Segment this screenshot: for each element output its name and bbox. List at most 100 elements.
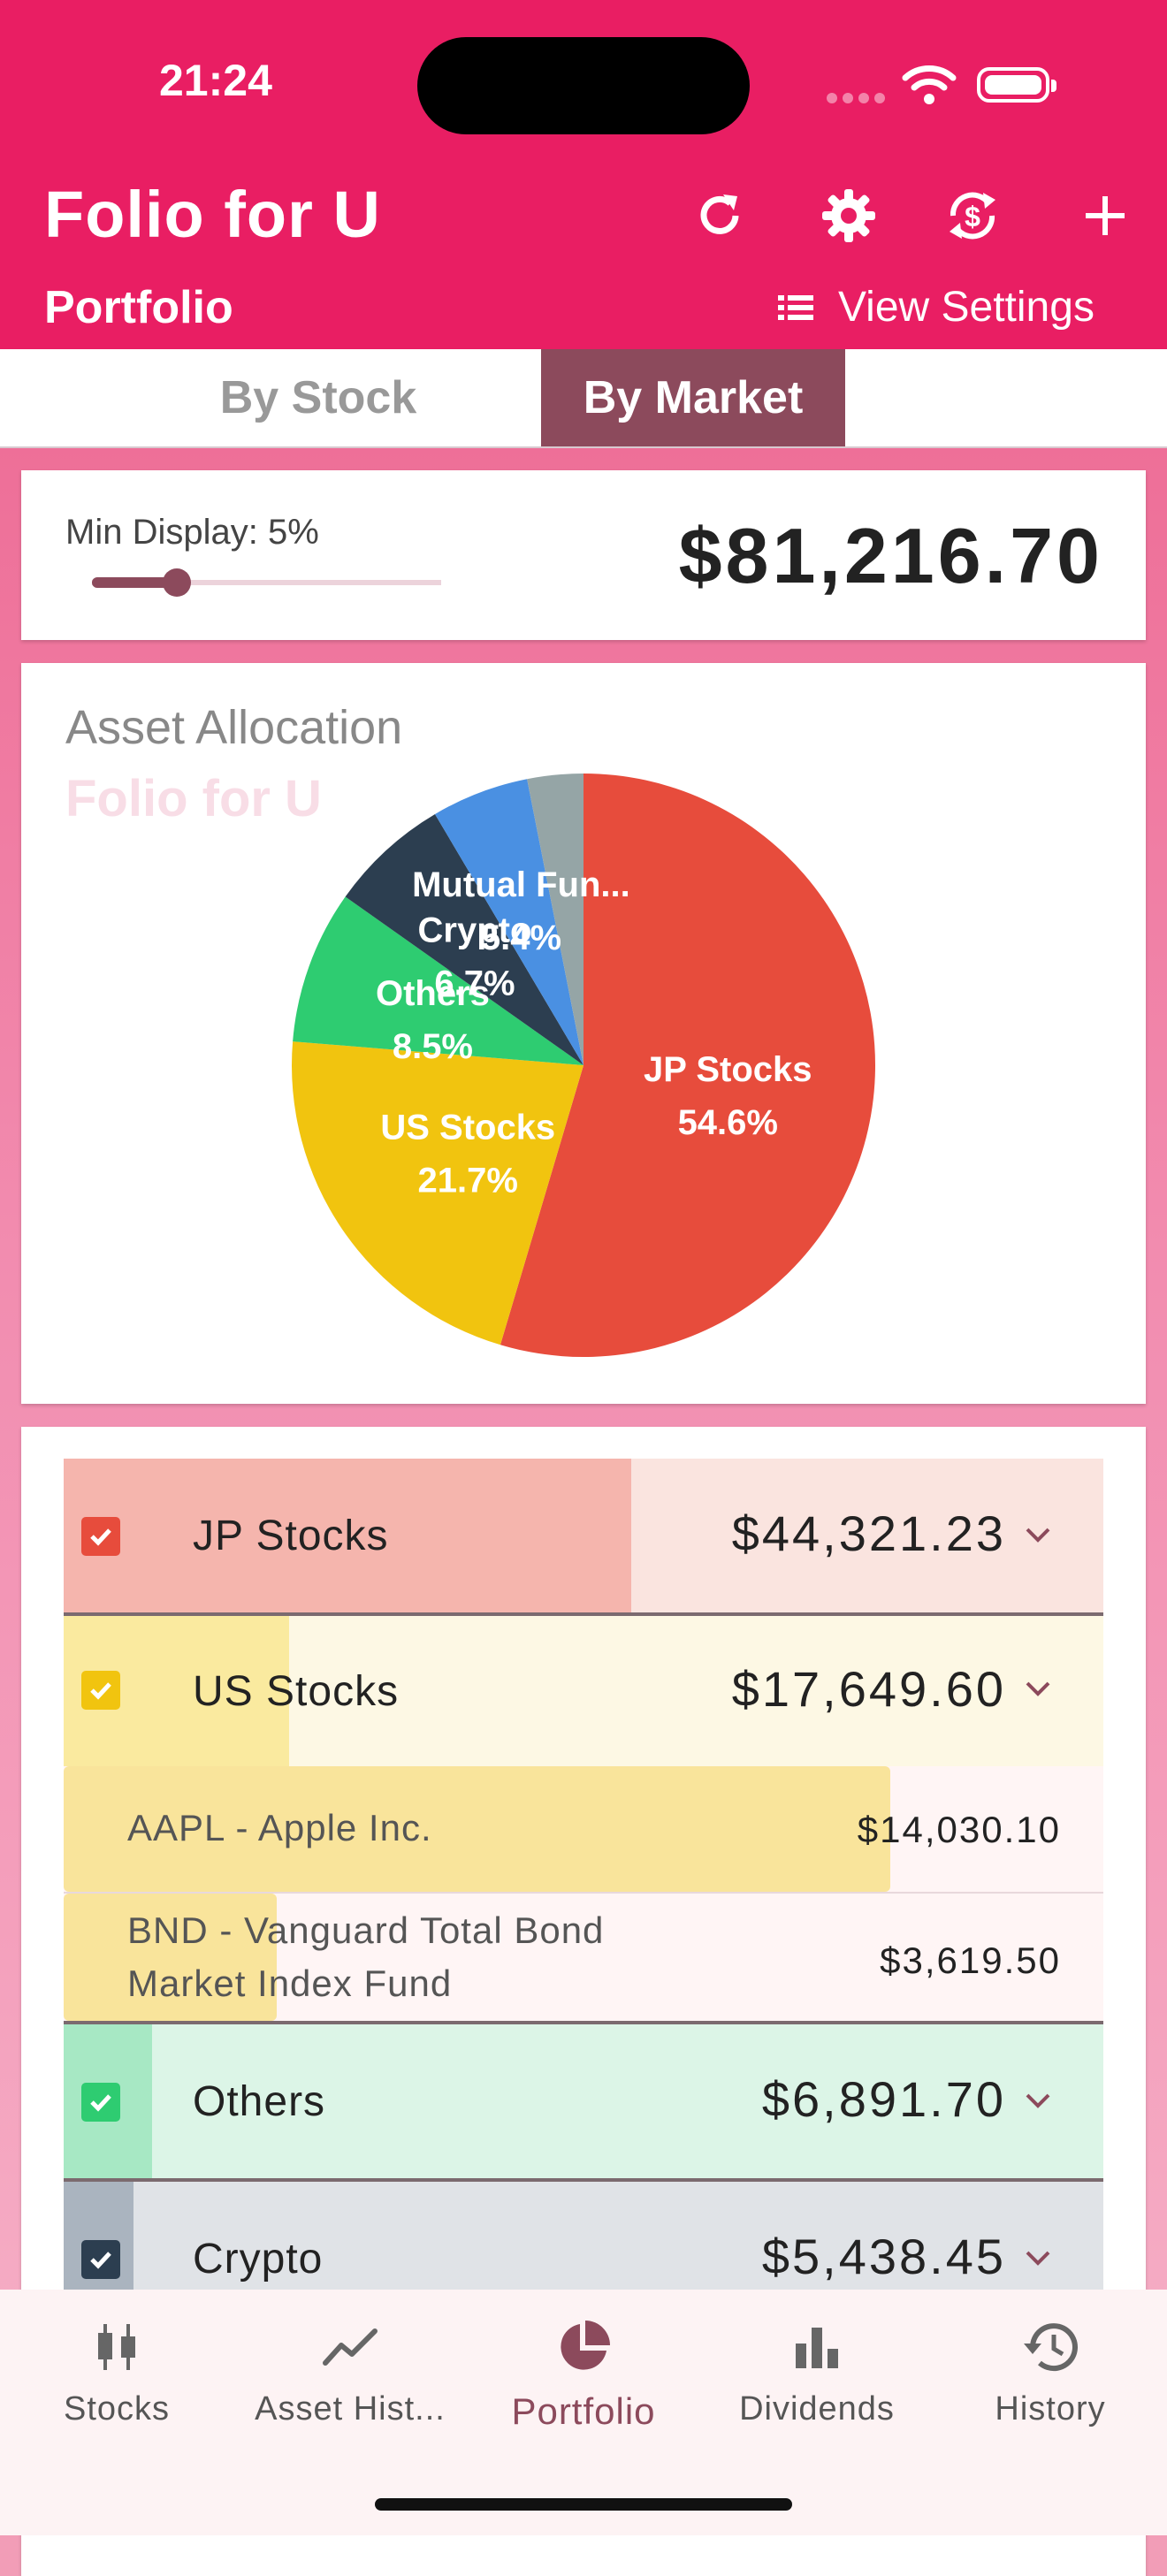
nav-label: History — [995, 2390, 1106, 2427]
chevron-down-icon[interactable] — [1024, 1526, 1052, 1545]
home-indicator — [375, 2498, 792, 2511]
nav-item-portfolio[interactable]: Portfolio — [467, 2316, 700, 2433]
market-row-others[interactable]: Others $6,891.70 — [64, 2024, 1103, 2178]
nav-label: Stocks — [63, 2390, 171, 2427]
row-label: US Stocks — [193, 1668, 400, 1715]
nav-item-stocks[interactable]: Stocks — [0, 2316, 233, 2428]
min-display-label: Min Display: 5% — [65, 513, 319, 552]
candlestick-icon — [98, 2324, 135, 2370]
holding-row-aapl[interactable]: AAPL - Apple Inc. $14,030.10 — [64, 1766, 1103, 1892]
nav-item-asset-history[interactable]: Asset Hist... — [233, 2316, 467, 2428]
holding-value: $3,619.50 — [880, 1940, 1061, 1981]
market-row-us-stocks[interactable]: US Stocks $17,649.60 — [64, 1616, 1103, 1766]
pie-percent-label: 54.6% — [678, 1103, 778, 1142]
tab-by-market[interactable]: By Market — [541, 349, 845, 446]
market-row-jp-stocks[interactable]: JP Stocks $44,321.23 — [64, 1459, 1103, 1612]
allocation-pie-chart[interactable]: JP Stocks 54.6% US Stocks 21.7% Others 8.5% Cr… — [21, 663, 1146, 1404]
view-settings-label: View Settings — [838, 284, 1095, 331]
pie-slice-us-stocks[interactable] — [291, 1041, 584, 1345]
row-label: Others — [193, 2078, 326, 2125]
pie-label: US Stocks — [380, 1108, 555, 1147]
cellular-signal-icon — [827, 92, 890, 108]
holding-name: BND - Vanguard Total Bond Market Index F… — [127, 1909, 605, 2004]
check-icon — [90, 2252, 111, 2269]
history-icon — [1024, 2323, 1078, 2372]
pie-label: JP Stocks — [644, 1050, 812, 1089]
chevron-down-icon[interactable] — [1024, 2092, 1052, 2111]
check-icon — [90, 2094, 111, 2112]
holding-value: $14,030.10 — [857, 1809, 1061, 1850]
holding-share-bar — [64, 1894, 278, 2021]
min-display-value: 5% — [267, 513, 319, 552]
min-display-slider-thumb[interactable] — [163, 568, 191, 597]
check-icon — [90, 1682, 111, 1700]
page-subtitle: Portfolio — [44, 282, 233, 333]
holding-row-bnd[interactable]: BND - Vanguard Total Bond Market Index F… — [64, 1894, 1103, 2021]
app-header: 21:24 Folio for U $ Portfolio — [0, 0, 1167, 349]
pie-label: Crypto — [418, 911, 532, 950]
pie-slice-other[interactable] — [527, 774, 584, 1065]
min-display-slider-track[interactable] — [92, 580, 441, 585]
dynamic-island — [417, 37, 750, 134]
pie-slice-others[interactable] — [293, 896, 584, 1065]
pie-label: Others — [376, 974, 490, 1013]
currency-sync-icon[interactable]: $ — [944, 187, 1001, 244]
trend-line-icon — [323, 2328, 378, 2366]
nav-label: Dividends — [739, 2390, 895, 2427]
row-value: $6,891.70 — [761, 2071, 1006, 2127]
bar-chart-icon — [796, 2328, 838, 2368]
row-label: Crypto — [193, 2236, 324, 2283]
pie-slice-crypto[interactable] — [345, 813, 584, 1065]
pie-percent-label: 21.7% — [418, 1161, 518, 1200]
row-value: $5,438.45 — [761, 2229, 1006, 2284]
row-value: $17,649.60 — [731, 1661, 1006, 1717]
holding-name: AAPL - Apple Inc. — [127, 1807, 432, 1848]
svg-text:$: $ — [965, 201, 980, 232]
app-title: Folio for U — [44, 178, 381, 251]
row-value: $44,321.23 — [731, 1505, 1006, 1561]
holding-share-bar — [64, 1766, 890, 1892]
nav-label: Portfolio — [511, 2390, 656, 2432]
row-divider — [64, 2021, 1103, 2024]
pie-label: Mutual Fun... — [412, 865, 630, 904]
wifi-icon — [902, 65, 957, 104]
row-checkbox[interactable] — [81, 1671, 120, 1710]
row-background — [64, 2024, 1103, 2178]
pie-percent-label: 6.7% — [434, 964, 515, 1003]
view-tabs: By Stock By Market — [0, 349, 1167, 448]
pie-slice-jp-stocks[interactable] — [500, 774, 875, 1357]
battery-icon — [977, 67, 1056, 103]
chevron-down-icon[interactable] — [1024, 2249, 1052, 2268]
portfolio-total-value: $81,216.70 — [678, 512, 1103, 599]
status-time: 21:24 — [159, 56, 272, 105]
row-checkbox[interactable] — [81, 2083, 120, 2122]
row-checkbox[interactable] — [81, 1517, 120, 1556]
pie-chart-icon — [561, 2321, 610, 2370]
gear-icon[interactable] — [820, 187, 877, 244]
row-checkbox[interactable] — [81, 2240, 120, 2279]
portfolio-total-card: Min Display: 5% $81,216.70 — [21, 470, 1146, 640]
check-icon — [90, 1528, 111, 1546]
chart-watermark: Folio for U — [65, 770, 322, 827]
row-label: JP Stocks — [193, 1513, 389, 1559]
pie-percent-label: 8.5% — [393, 1027, 473, 1066]
asset-allocation-card: Asset Allocation Folio for U JP Stocks 54… — [21, 663, 1146, 1404]
list-icon — [778, 294, 813, 320]
nav-label: Asset Hist... — [255, 2390, 446, 2427]
row-divider — [64, 1892, 1103, 1894]
chevron-down-icon[interactable] — [1024, 1680, 1052, 1699]
bottom-navigation: Stocks Asset Hist... Portfolio Dividends — [0, 2290, 1167, 2535]
pie-percent-label: 5.4% — [481, 918, 561, 957]
chart-title: Asset Allocation — [65, 701, 403, 754]
refresh-icon[interactable] — [691, 187, 748, 244]
row-divider — [64, 2178, 1103, 2182]
row-share-bar — [64, 1459, 632, 1612]
nav-item-history[interactable]: History — [934, 2316, 1167, 2428]
tab-by-stock[interactable]: By Stock — [219, 372, 417, 423]
row-divider — [64, 1612, 1103, 1616]
plus-icon[interactable] — [1077, 187, 1133, 244]
view-settings-button[interactable]: View Settings — [778, 283, 1095, 332]
min-display-slider-fill — [92, 577, 172, 588]
nav-item-dividends[interactable]: Dividends — [700, 2316, 934, 2428]
pie-slice-mutual-fun-[interactable] — [435, 779, 584, 1065]
